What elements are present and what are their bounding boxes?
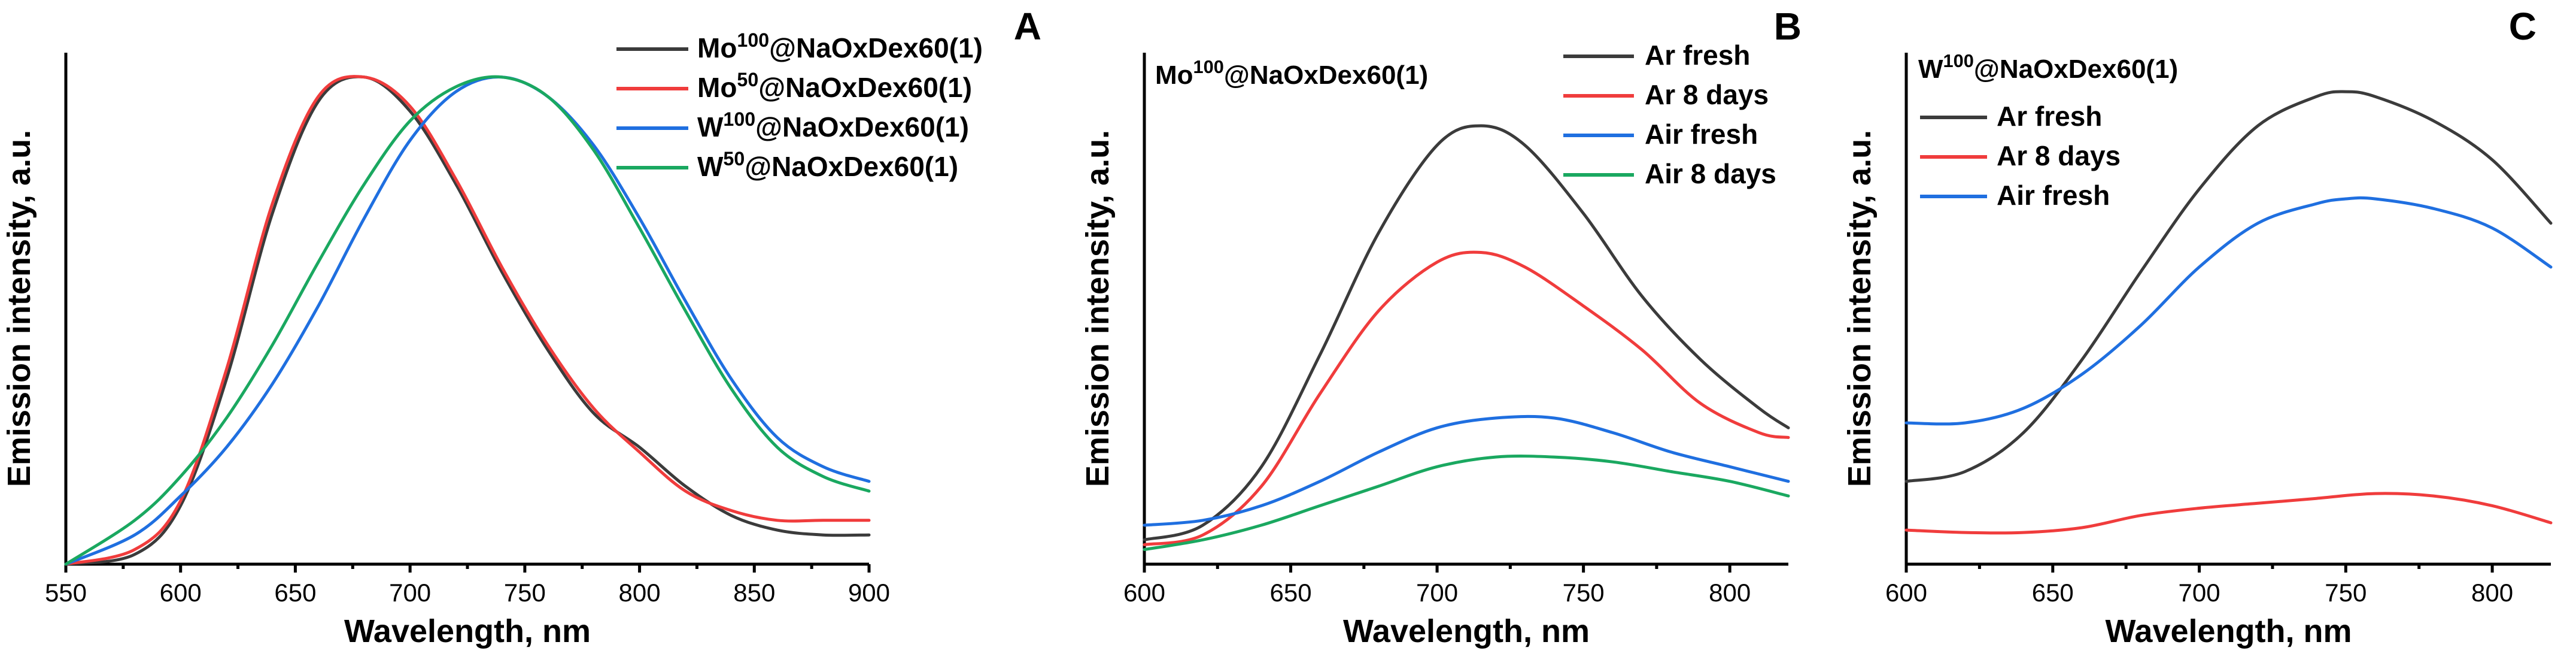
series-line: [64, 75, 871, 566]
x-tick-label: 750: [504, 579, 546, 607]
legend-label: Mo100@NaOxDex60(1): [697, 29, 983, 63]
legend-label: W100@NaOxDex60(1): [697, 108, 969, 143]
x-tick-label: 900: [848, 579, 890, 607]
y-axis-title: Emission intensity, a.u.: [1842, 130, 1878, 487]
y-axis-title: Emission intensity, a.u.: [1080, 130, 1116, 487]
series-line: [64, 75, 871, 566]
panel-letter: C: [2509, 5, 2536, 48]
x-tick-label: 850: [733, 579, 775, 607]
legend-label: W50@NaOxDex60(1): [697, 148, 958, 182]
legend-label: Air fresh: [1997, 180, 2110, 211]
x-axis-title: Wavelength, nm: [2105, 613, 2352, 649]
x-tick-label: 800: [619, 579, 661, 607]
x-axis-title: Wavelength, nm: [344, 613, 591, 649]
panel-letter: A: [1014, 5, 1041, 48]
x-tick-label: 550: [45, 579, 87, 607]
x-tick-label: 750: [1563, 579, 1605, 607]
sample-label: Mo100@NaOxDex60(1): [1155, 56, 1428, 90]
chart-panel-c: 600 650 700 750 800 Wavelength, nm Emission in…: [1842, 5, 2553, 649]
legend-label: Ar fresh: [1645, 40, 1750, 71]
x-tick-label: 600: [1123, 579, 1165, 607]
legend-label: Ar 8 days: [1645, 79, 1769, 110]
series-line: [1143, 250, 1790, 546]
legend-label: Mo50@NaOxDex60(1): [697, 69, 972, 103]
sample-label: W100@NaOxDex60(1): [1918, 50, 2178, 84]
x-tick-label: 800: [1709, 579, 1751, 607]
x-tick-label: 600: [1885, 579, 1927, 607]
x-tick-label: 700: [2179, 579, 2220, 607]
series-line: [1904, 492, 2553, 535]
x-tick-label: 750: [2325, 579, 2367, 607]
series-line: [64, 75, 871, 566]
x-tick-label: 650: [274, 579, 316, 607]
chart-panel-a: 550 600 650 700 750 800 850 900 Wavelength, nm Em…: [1, 5, 1041, 649]
series-line: [1143, 124, 1790, 541]
series-line: [1143, 414, 1790, 527]
legend-label: Ar fresh: [1997, 101, 2102, 132]
x-axis-title: Wavelength, nm: [1343, 613, 1590, 649]
x-tick-label: 600: [160, 579, 202, 607]
x-tick-label: 800: [2471, 579, 2513, 607]
x-tick-label: 650: [1270, 579, 1312, 607]
series-line: [1904, 90, 2553, 483]
chart-panel-b: 600 650 700 750 800 Wavelength, nm Emission in…: [1080, 5, 1802, 649]
x-tick-label: 700: [1416, 579, 1458, 607]
legend-label: Air 8 days: [1645, 158, 1776, 189]
legend-label: Air fresh: [1645, 119, 1758, 150]
legend-label: Ar 8 days: [1997, 140, 2121, 171]
series-line: [1904, 196, 2553, 426]
y-axis-title: Emission intensity, a.u.: [1, 130, 37, 487]
x-tick-label: 650: [2032, 579, 2074, 607]
series-line: [1143, 455, 1790, 552]
x-tick-label: 700: [389, 579, 431, 607]
panel-letter: B: [1774, 5, 1802, 48]
